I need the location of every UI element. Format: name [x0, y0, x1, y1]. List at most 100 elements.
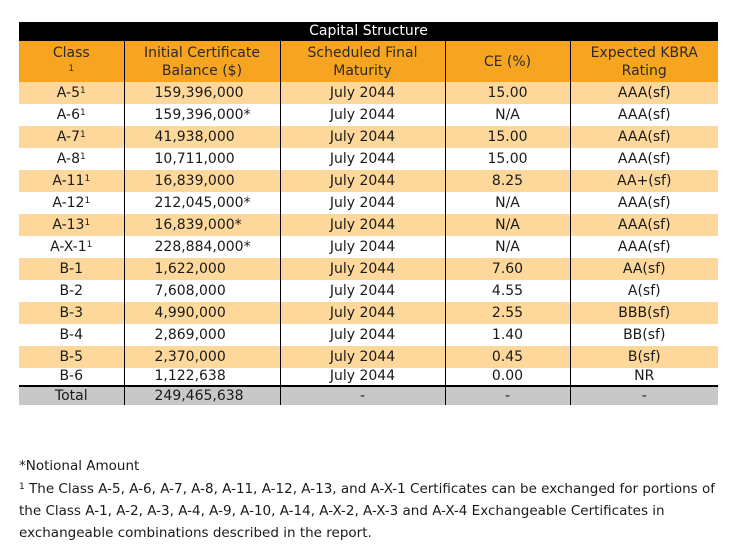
row-ce: N/A [444, 192, 570, 214]
table-row: A-81 10,711,000 July 2044 15.00 AAA(sf) [19, 148, 718, 170]
row-rating-text: AAA(sf) [617, 239, 671, 255]
row-class-footnote: 1 [84, 196, 91, 206]
row-maturity-text: July 2044 [329, 368, 396, 384]
row-maturity-text: July 2044 [329, 195, 396, 211]
table-row: B-5 2,370,000 July 2044 0.45 B(sf) [19, 346, 718, 368]
row-maturity-text: July 2044 [329, 173, 396, 189]
row-maturity-text: July 2044 [329, 239, 396, 255]
row-balance-text: 228,884,000* [154, 239, 251, 255]
row-class: B-4 [19, 324, 124, 346]
table-row: B-1 1,622,000 July 2044 7.60 AA(sf) [19, 258, 718, 280]
footnote-1: 1 The Class A-5, A-6, A-7, A-8, A-11, A-… [19, 478, 729, 544]
row-rating-text: NR [634, 368, 655, 384]
row-class: B-6 [19, 368, 124, 387]
capital-structure-table-container: Capital Structure Class 1 Initial Certifi… [19, 22, 718, 405]
row-maturity: July 2044 [279, 280, 445, 302]
row-rating-text: AAA(sf) [617, 151, 671, 167]
row-ce-text: 1.40 [491, 327, 524, 343]
row-ce-text: N/A [495, 217, 520, 233]
table-row: A-X-11 228,884,000* July 2044 N/A AAA(sf) [19, 236, 718, 258]
row-ce-text: 4.55 [491, 283, 524, 299]
header-class: Class 1 [19, 41, 124, 82]
row-rating-text: BBB(sf) [618, 305, 671, 321]
row-rating-text: AA(sf) [622, 261, 666, 277]
row-balance-text: 2,370,000 [154, 349, 226, 365]
table-row: B-3 4,990,000 July 2044 2.55 BBB(sf) [19, 302, 718, 324]
row-class-text: B-5 [59, 349, 84, 365]
row-balance-text: 212,045,000* [154, 195, 251, 211]
header-ce: CE (%) [444, 41, 570, 82]
row-balance-text: 159,396,000* [154, 107, 251, 123]
row-balance: 7,608,000 [123, 280, 280, 302]
row-maturity: July 2044 [279, 192, 445, 214]
row-balance: 16,839,000 [123, 170, 280, 192]
header-class-label: Class [52, 44, 90, 61]
row-class: A-121 [19, 192, 124, 214]
row-maturity-text: July 2044 [329, 349, 396, 365]
header-balance-line1: Initial Certificate [144, 44, 260, 61]
row-class: A-71 [19, 126, 124, 148]
row-class-text: A-11 [52, 173, 85, 189]
table-row: B-6 1,122,638 July 2044 0.00 NR [19, 368, 718, 387]
row-maturity: July 2044 [279, 368, 445, 387]
row-rating: BB(sf) [569, 324, 718, 346]
row-balance-text: 1,622,000 [154, 261, 226, 277]
row-ce-text: 0.00 [491, 368, 524, 384]
row-ce-text: 7.60 [491, 261, 524, 277]
header-rating-line2: Rating [621, 62, 667, 79]
row-class: B-5 [19, 346, 124, 368]
row-ce: 0.45 [444, 346, 570, 368]
row-balance: 10,711,000 [123, 148, 280, 170]
table-row: B-4 2,869,000 July 2044 1.40 BB(sf) [19, 324, 718, 346]
row-class-footnote: 1 [84, 174, 91, 184]
row-class: B-2 [19, 280, 124, 302]
row-rating: A(sf) [569, 280, 718, 302]
row-class: B-1 [19, 258, 124, 280]
row-balance: 16,839,000* [123, 214, 280, 236]
row-maturity-text: July 2044 [329, 129, 396, 145]
row-class-text: B-6 [59, 368, 84, 384]
row-rating-text: A(sf) [627, 283, 661, 299]
notional-note: *Notional Amount [19, 458, 140, 474]
total-maturity: - [279, 386, 445, 405]
row-ce-text: N/A [495, 195, 520, 211]
table-row: B-2 7,608,000 July 2044 4.55 A(sf) [19, 280, 718, 302]
row-ce: N/A [444, 104, 570, 126]
row-class-text: B-1 [59, 261, 84, 277]
row-class-text: B-4 [59, 327, 84, 343]
row-balance: 4,990,000 [123, 302, 280, 324]
row-class-text: A-X-1 [50, 239, 87, 255]
row-balance: 1,122,638 [123, 368, 280, 387]
row-maturity: July 2044 [279, 236, 445, 258]
total-balance: 249,465,638 [123, 386, 280, 405]
row-rating: AAA(sf) [569, 214, 718, 236]
row-ce: 1.40 [444, 324, 570, 346]
table-row: A-51 159,396,000 July 2044 15.00 AAA(sf) [19, 82, 718, 104]
row-rating-text: AAA(sf) [617, 85, 671, 101]
row-class-footnote: 1 [80, 130, 86, 140]
row-rating: AA(sf) [569, 258, 718, 280]
row-class: A-61 [19, 104, 124, 126]
row-class: A-131 [19, 214, 124, 236]
row-class-footnote: 1 [80, 152, 86, 162]
row-ce: N/A [444, 236, 570, 258]
total-ce: - [444, 386, 570, 405]
row-balance-text: 159,396,000 [154, 85, 244, 101]
row-balance: 159,396,000* [123, 104, 280, 126]
row-rating: AAA(sf) [569, 104, 718, 126]
row-class-text: B-2 [59, 283, 84, 299]
total-rating: - [569, 386, 718, 405]
row-class-footnote: 1 [84, 218, 91, 228]
row-ce-text: 15.00 [487, 129, 528, 145]
row-class: A-X-11 [19, 236, 124, 258]
row-ce-text: 2.55 [491, 305, 524, 321]
header-class-footnote: 1 [68, 63, 75, 74]
row-ce: 4.55 [444, 280, 570, 302]
table-row: A-71 41,938,000 July 2044 15.00 AAA(sf) [19, 126, 718, 148]
row-ce: 2.55 [444, 302, 570, 324]
table-row: A-131 16,839,000* July 2044 N/A AAA(sf) [19, 214, 718, 236]
row-class: B-3 [19, 302, 124, 324]
footnote-text: The Class A-5, A-6, A-7, A-8, A-11, A-12… [19, 481, 715, 541]
row-maturity: July 2044 [279, 104, 445, 126]
row-class: A-81 [19, 148, 124, 170]
